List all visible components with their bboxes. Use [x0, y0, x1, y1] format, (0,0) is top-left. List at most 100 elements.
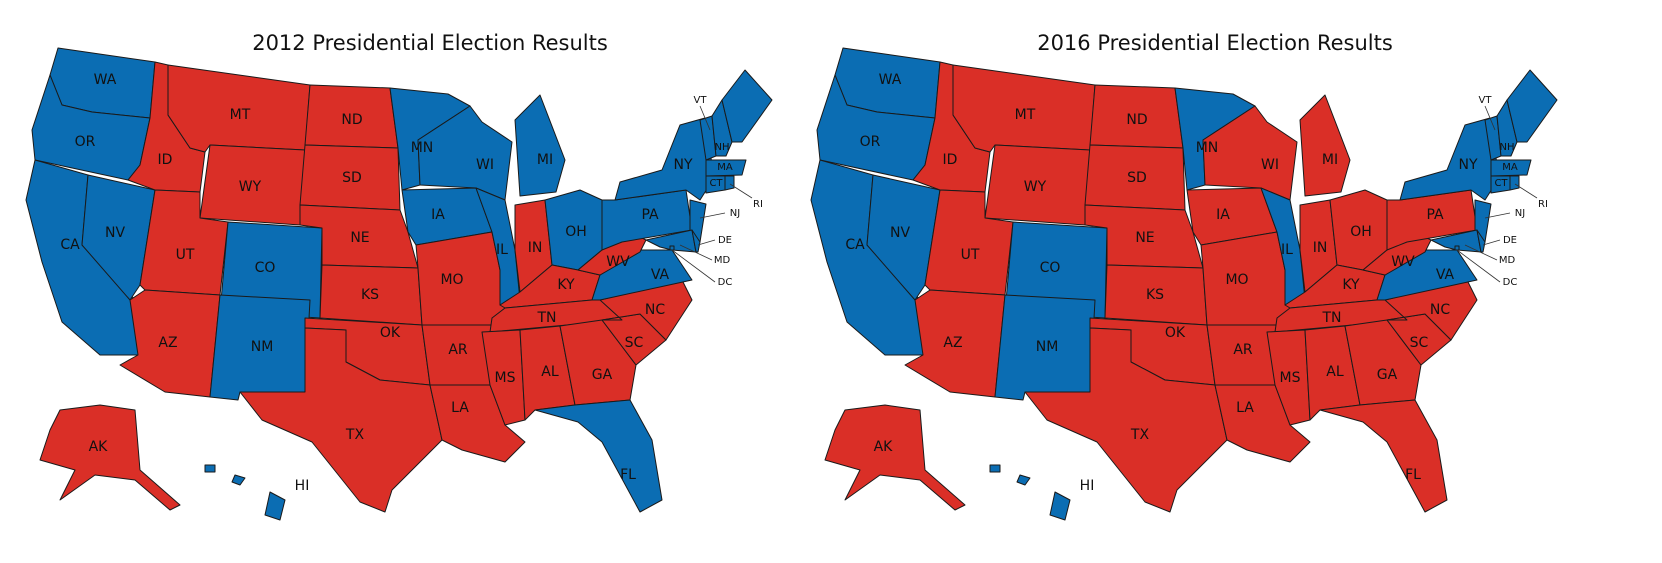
state-label-AZ: AZ: [943, 335, 962, 351]
leader-line-DE: [697, 239, 716, 246]
state-label-AK: AK: [89, 439, 109, 455]
state-label-MI: MI: [537, 152, 553, 168]
leader-line-VT: [699, 105, 711, 131]
state-label-ND: ND: [1126, 112, 1147, 128]
state-label-AR: AR: [1233, 342, 1253, 358]
state-DE: [691, 229, 701, 253]
state-label-MS: MS: [1280, 370, 1301, 386]
map-title-2016: 2016 Presidential Election Results: [1037, 31, 1393, 55]
state-label-PA: PA: [1426, 207, 1444, 223]
state-FL: [534, 399, 663, 513]
map-title-2012: 2012 Presidential Election Results: [252, 31, 608, 55]
state-TX: [1024, 327, 1228, 513]
state-NY: [1399, 117, 1500, 201]
map-2016: 2016 Presidential Election Results WA OR C…: [810, 31, 1558, 521]
state-label-NH: NH: [715, 142, 730, 153]
state-label-MT: MT: [230, 107, 251, 123]
state-label-IA: IA: [1216, 207, 1230, 223]
state-label-CT: CT: [709, 178, 723, 189]
state-NV: [81, 174, 156, 301]
state-label-AR: AR: [448, 342, 468, 358]
state-label-NY: NY: [673, 157, 692, 173]
state-MS: [1266, 329, 1311, 426]
state-label-MS: MS: [495, 370, 516, 386]
state-RI: [1509, 175, 1520, 191]
state-label-NC: NC: [645, 302, 665, 318]
state-label-NJ: NJ: [730, 208, 740, 219]
state-MI: [514, 94, 566, 197]
state-label-NJ: NJ: [1515, 208, 1525, 219]
state-label-DC: DC: [718, 277, 733, 288]
state-AK: [39, 404, 181, 511]
state-AK: [824, 404, 966, 511]
state-UT: [139, 189, 229, 296]
state-label-AL: AL: [1326, 364, 1344, 380]
state-ME: [721, 69, 773, 143]
state-label-NE: NE: [350, 230, 369, 246]
state-label-SD: SD: [1127, 170, 1147, 186]
state-HI-island: [989, 464, 1001, 473]
state-HI-island: [1049, 491, 1071, 521]
state-label-CO: CO: [1040, 260, 1061, 276]
state-label-IN: IN: [528, 240, 543, 256]
state-ME: [1506, 69, 1558, 143]
state-label-NM: NM: [251, 339, 274, 355]
leader-line-DC: [1456, 249, 1501, 283]
state-DC: [1454, 245, 1460, 251]
state-label-PA: PA: [641, 207, 659, 223]
state-label-NE: NE: [1135, 230, 1154, 246]
leader-line-RI: [1514, 183, 1538, 199]
state-label-MD: MD: [714, 255, 731, 266]
state-label-DC: DC: [1503, 277, 1518, 288]
leader-line-RI: [729, 183, 753, 199]
state-label-LA: LA: [451, 400, 469, 416]
state-label-HI: HI: [295, 478, 310, 494]
leader-line-NJ: [1484, 212, 1511, 219]
state-label-MI: MI: [1322, 152, 1338, 168]
state-MI: [1299, 94, 1351, 197]
state-label-DE: DE: [718, 235, 732, 246]
state-label-MD: MD: [1499, 255, 1516, 266]
state-HI-island: [204, 464, 216, 473]
state-label-MN: MN: [1196, 140, 1219, 156]
state-label-WI: WI: [1261, 157, 1279, 173]
state-label-WI: WI: [476, 157, 494, 173]
state-WI: [417, 105, 513, 201]
state-MS: [481, 329, 526, 426]
state-label-MO: MO: [440, 272, 463, 288]
state-GA: [1344, 319, 1422, 406]
state-label-MO: MO: [1225, 272, 1248, 288]
state-label-NY: NY: [1458, 157, 1477, 173]
state-label-CA: CA: [845, 237, 865, 253]
state-label-WY: WY: [239, 179, 262, 195]
leader-line-MD: [679, 244, 713, 261]
state-label-TN: TN: [1321, 310, 1341, 326]
state-label-MT: MT: [1015, 107, 1036, 123]
state-label-WA: WA: [94, 72, 117, 88]
state-label-WV: WV: [1391, 254, 1415, 270]
state-label-AL: AL: [541, 364, 559, 380]
map-2012: 2012 Presidential Election Results WA OR C…: [25, 31, 773, 521]
state-NH: [1496, 99, 1518, 157]
state-label-WA: WA: [879, 72, 902, 88]
state-label-NC: NC: [1430, 302, 1450, 318]
state-label-MA: MA: [717, 162, 733, 173]
state-label-UT: UT: [961, 247, 980, 263]
state-NH: [711, 99, 733, 157]
state-label-RI: RI: [1538, 199, 1548, 210]
state-NV: [866, 174, 941, 301]
state-label-KY: KY: [1342, 277, 1360, 293]
state-label-DE: DE: [1503, 235, 1517, 246]
state-label-KY: KY: [557, 277, 575, 293]
state-label-OH: OH: [565, 224, 587, 240]
state-label-OH: OH: [1350, 224, 1372, 240]
state-label-AK: AK: [874, 439, 894, 455]
state-HI-island: [264, 491, 286, 521]
state-NY: [614, 117, 715, 201]
state-label-KS: KS: [1146, 287, 1164, 303]
state-label-SC: SC: [625, 335, 644, 351]
state-label-KS: KS: [361, 287, 379, 303]
state-label-IN: IN: [1313, 240, 1328, 256]
state-label-SC: SC: [1410, 335, 1429, 351]
